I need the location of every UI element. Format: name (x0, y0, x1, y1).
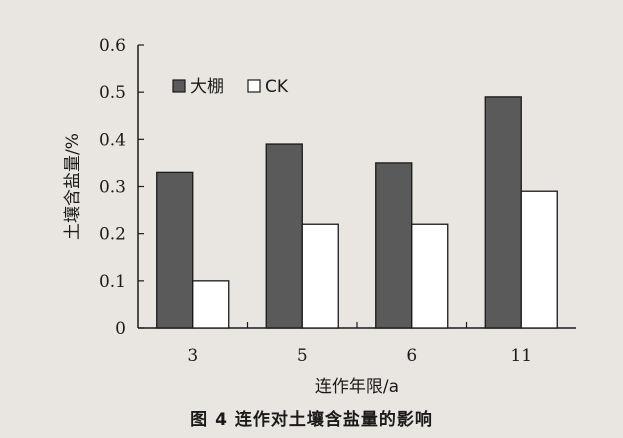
bar-greenhouse (265, 143, 303, 329)
x-tick-label: 5 (297, 346, 308, 366)
y-tick-label: 0.4 (99, 130, 126, 150)
bar-ck (192, 280, 230, 329)
y-tick-label: 0.6 (99, 36, 126, 56)
legend-label-ck: CK (265, 77, 289, 97)
y-tick-label: 0.3 (99, 178, 126, 198)
legend-swatch-greenhouse (172, 79, 186, 93)
bars (156, 96, 558, 329)
bar-greenhouse (375, 162, 413, 329)
bar-ck (411, 223, 449, 329)
bar-greenhouse (484, 96, 522, 329)
x-tick-label: 11 (510, 346, 532, 366)
bar-ck (520, 190, 558, 329)
x-axis-label: 连作年限/a (315, 377, 399, 397)
bar-ck (301, 223, 339, 329)
y-tick-label: 0.1 (99, 272, 126, 292)
y-tick-label: 0.2 (99, 225, 126, 245)
y-axis-label: 土壤含盐量/% (62, 133, 83, 240)
legend: 大棚 CK (172, 77, 289, 97)
figure-caption: 图 4 连作对土壤含盐量的影响 (190, 410, 433, 430)
y-tick-label: 0 (115, 319, 126, 339)
x-tick-label: 6 (406, 346, 417, 366)
bar-chart: 0 0.1 0.2 0.3 0.4 0.5 0.6 3 5 6 11 大棚 CK 土壤含盐量/% 连… (62, 36, 576, 397)
x-tick-label: 3 (187, 346, 198, 366)
bar-greenhouse (156, 171, 194, 329)
y-tick-label: 0.5 (99, 83, 126, 103)
legend-label-greenhouse: 大棚 (190, 77, 224, 97)
legend-swatch-ck (247, 79, 261, 93)
y-axis: 0 0.1 0.2 0.3 0.4 0.5 0.6 (99, 36, 144, 339)
